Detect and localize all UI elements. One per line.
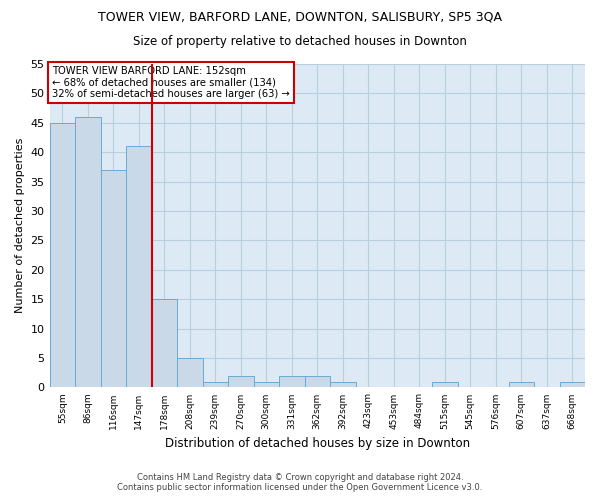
Y-axis label: Number of detached properties: Number of detached properties — [15, 138, 25, 314]
Bar — [126, 146, 152, 388]
Bar — [228, 376, 254, 388]
Bar — [203, 382, 228, 388]
Bar — [509, 382, 534, 388]
Bar — [75, 117, 101, 388]
Bar — [101, 170, 126, 388]
Bar — [330, 382, 356, 388]
Bar — [305, 376, 330, 388]
Bar — [279, 376, 305, 388]
Text: TOWER VIEW BARFORD LANE: 152sqm
← 68% of detached houses are smaller (134)
32% o: TOWER VIEW BARFORD LANE: 152sqm ← 68% of… — [52, 66, 290, 99]
Bar — [560, 382, 585, 388]
Bar — [432, 382, 458, 388]
Bar — [152, 299, 177, 388]
X-axis label: Distribution of detached houses by size in Downton: Distribution of detached houses by size … — [165, 437, 470, 450]
Text: Contains HM Land Registry data © Crown copyright and database right 2024.
Contai: Contains HM Land Registry data © Crown c… — [118, 473, 482, 492]
Text: TOWER VIEW, BARFORD LANE, DOWNTON, SALISBURY, SP5 3QA: TOWER VIEW, BARFORD LANE, DOWNTON, SALIS… — [98, 10, 502, 23]
Bar — [50, 123, 75, 388]
Bar — [177, 358, 203, 388]
Text: Size of property relative to detached houses in Downton: Size of property relative to detached ho… — [133, 35, 467, 48]
Bar — [254, 382, 279, 388]
